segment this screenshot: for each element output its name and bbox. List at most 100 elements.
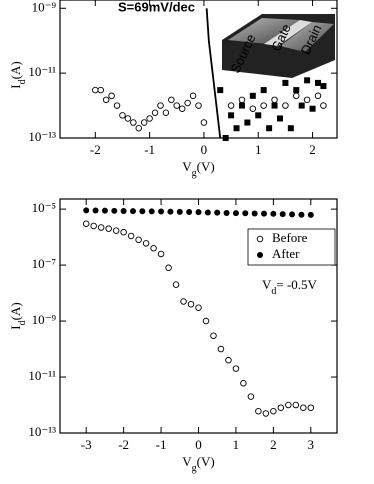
legend-label: After — [272, 246, 300, 261]
point — [238, 96, 246, 104]
point — [260, 87, 267, 94]
point — [120, 228, 127, 236]
x-tick-label: 1 — [233, 437, 240, 452]
point — [217, 345, 225, 353]
point — [135, 236, 142, 244]
point — [178, 105, 186, 112]
point — [240, 379, 247, 387]
x-tick-label: 3 — [308, 437, 315, 452]
y-tick-label: 10⁻¹¹ — [28, 64, 56, 79]
point — [140, 119, 148, 126]
point — [186, 208, 193, 215]
point — [157, 102, 164, 109]
plot-frame — [59, 0, 338, 139]
legend-marker — [256, 235, 264, 243]
point — [200, 119, 208, 126]
point — [90, 222, 97, 230]
point — [232, 365, 240, 372]
point — [151, 109, 159, 117]
point — [270, 407, 277, 415]
y-tick-label: 10⁻⁵ — [32, 200, 56, 215]
point — [304, 77, 311, 84]
x-axis-label-part: (V) — [197, 454, 215, 469]
x-axis-label: Vg(V) — [182, 159, 214, 179]
point — [247, 393, 255, 400]
annotation: S=69mV/dec — [118, 0, 195, 14]
point — [113, 102, 121, 109]
point — [202, 317, 210, 325]
point — [127, 232, 135, 240]
point — [167, 208, 174, 215]
point — [92, 86, 99, 94]
point — [298, 211, 305, 218]
x-tick-label: -3 — [81, 437, 92, 452]
point — [172, 281, 180, 288]
x-axis-label-part: V — [182, 159, 192, 174]
x-tick-label: 0 — [201, 142, 208, 157]
point — [255, 112, 262, 119]
point — [146, 115, 153, 122]
point — [271, 102, 278, 109]
point — [168, 96, 175, 104]
x-axis-label: Vg(V) — [182, 454, 214, 474]
point — [298, 102, 305, 109]
point — [292, 401, 300, 409]
point — [307, 404, 315, 411]
point — [289, 211, 296, 218]
x-tick-label: -2 — [90, 142, 101, 157]
y-axis-label-part: I — [8, 325, 23, 329]
x-tick-label: 2 — [309, 142, 316, 157]
x-tick-label: 2 — [270, 437, 277, 452]
point — [135, 124, 143, 132]
point — [142, 240, 150, 247]
point — [214, 209, 221, 216]
point — [92, 207, 99, 214]
annotation-part: = -0.5V — [276, 277, 317, 292]
point — [112, 227, 120, 234]
point — [120, 207, 127, 214]
point — [276, 115, 283, 122]
y-tick-label: 10⁻⁷ — [32, 256, 56, 271]
point — [124, 115, 132, 122]
y-tick-label: 10⁻¹³ — [28, 424, 56, 439]
point — [233, 125, 240, 132]
fit-line — [205, 8, 222, 139]
y-axis-label-part: (A) — [8, 61, 23, 79]
point — [238, 102, 245, 109]
point — [293, 92, 300, 100]
point — [277, 404, 285, 411]
point — [282, 102, 289, 109]
point — [195, 209, 202, 216]
point — [187, 300, 195, 308]
y-tick-label: 10⁻¹³ — [28, 129, 56, 144]
legend-box — [247, 228, 336, 266]
y-axis-label-part: I — [8, 84, 23, 88]
point — [139, 208, 146, 215]
point — [242, 210, 249, 217]
point — [195, 102, 202, 109]
device-inset — [222, 14, 335, 78]
point — [157, 250, 165, 258]
x-axis-label-part: g — [192, 463, 197, 474]
point — [162, 109, 170, 117]
point — [251, 210, 258, 217]
point — [228, 112, 235, 119]
point — [82, 220, 90, 228]
point — [119, 112, 126, 119]
point — [314, 79, 321, 86]
x-axis-label-part: g — [192, 168, 197, 179]
point — [314, 92, 322, 100]
point — [255, 407, 262, 415]
y-tick-label: 10⁻⁹ — [32, 312, 57, 327]
point — [111, 207, 118, 214]
point — [270, 210, 277, 217]
point — [320, 102, 327, 109]
point — [320, 83, 327, 90]
y-axis-label-part: d — [17, 320, 28, 325]
point — [271, 96, 278, 104]
x-tick-label: -1 — [156, 437, 167, 452]
point — [148, 208, 155, 215]
point — [189, 92, 197, 100]
x-tick-label: -1 — [144, 142, 155, 157]
